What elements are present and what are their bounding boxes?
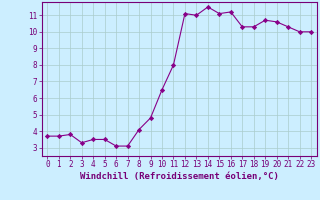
X-axis label: Windchill (Refroidissement éolien,°C): Windchill (Refroidissement éolien,°C) (80, 172, 279, 181)
